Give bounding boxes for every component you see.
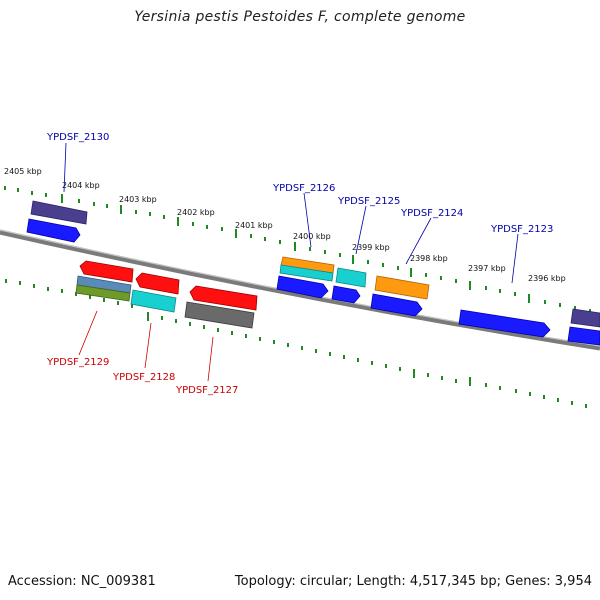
gene-arrow-2126[interactable]	[276, 275, 329, 299]
reverse-gene-labels: YPDSF_2129 YPDSF_2128 YPDSF_2127	[46, 310, 238, 396]
gene-label-forward[interactable]: YPDSF_2125	[337, 196, 400, 207]
gene-arrow-2129[interactable]	[79, 260, 134, 283]
genome-title: Yersinia pestis Pestoides F, complete ge…	[134, 9, 466, 25]
scale-label: 2401 kbp	[235, 221, 273, 230]
gene-arrow-2128[interactable]	[135, 272, 180, 295]
gene-label-reverse[interactable]: YPDSF_2128	[112, 372, 175, 383]
scale-label: 2396 kbp	[528, 274, 566, 283]
scale-label: 2399 kbp	[352, 243, 390, 252]
gene-label-reverse[interactable]: YPDSF_2127	[175, 385, 238, 396]
forward-gene-labels: YPDSF_2130 YPDSF_2126 YPDSF_2125 YPDSF_2…	[46, 132, 553, 284]
upper-scale-ruler	[4, 186, 591, 313]
gene-feature-cyan[interactable]	[130, 289, 177, 313]
gene-label-forward[interactable]: YPDSF_2124	[400, 208, 463, 219]
gene-feature-navy[interactable]	[570, 308, 600, 328]
scale-label: 2398 kbp	[410, 254, 448, 263]
reverse-strand-features	[75, 260, 258, 329]
gene-label-forward[interactable]: YPDSF_2130	[46, 132, 109, 143]
forward-strand-features	[26, 200, 600, 346]
gene-feature-navy[interactable]	[30, 200, 88, 225]
gene-arrow-partial[interactable]	[567, 326, 600, 346]
gene-feature-gray[interactable]	[184, 301, 255, 329]
gene-arrow-2130[interactable]	[26, 218, 81, 243]
gene-arrow-2123[interactable]	[458, 309, 551, 338]
gene-feature-cyan[interactable]	[279, 264, 334, 282]
gene-arrow-2125[interactable]	[331, 285, 361, 304]
scale-label: 2404 kbp	[62, 181, 100, 190]
gene-feature-orange[interactable]	[374, 275, 430, 300]
gene-feature-cyan[interactable]	[335, 267, 367, 288]
genome-backbone	[0, 229, 600, 351]
lower-scale-ruler	[5, 279, 587, 408]
gene-feature-olive[interactable]	[75, 284, 131, 302]
genome-summary-text: Topology: circular; Length: 4,517,345 bp…	[234, 574, 592, 589]
scale-label: 2403 kbp	[119, 195, 157, 204]
gene-arrow-2124[interactable]	[370, 293, 423, 317]
scale-label: 2400 kbp	[293, 232, 331, 241]
scale-label: 2397 kbp	[468, 264, 506, 273]
gene-label-forward[interactable]: YPDSF_2123	[490, 224, 553, 235]
scale-label: 2402 kbp	[177, 208, 215, 217]
scale-label: 2405 kbp	[4, 167, 42, 176]
accession-text: Accession: NC_009381	[8, 574, 156, 589]
gene-label-reverse[interactable]: YPDSF_2129	[46, 357, 109, 368]
gene-label-forward[interactable]: YPDSF_2126	[272, 183, 335, 194]
gene-arrow-2127[interactable]	[189, 285, 258, 311]
